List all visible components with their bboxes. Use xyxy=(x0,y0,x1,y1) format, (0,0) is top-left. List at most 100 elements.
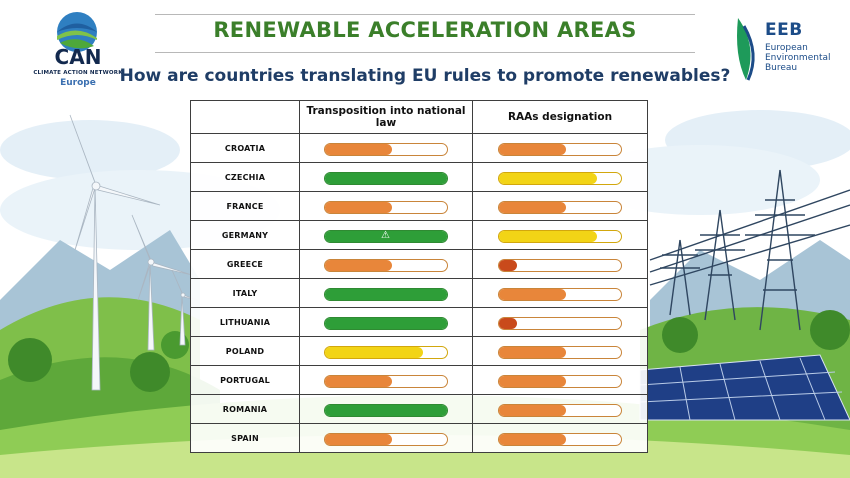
transposition-cell xyxy=(299,249,473,279)
designation-status-bar xyxy=(498,171,622,185)
transposition-status-bar xyxy=(324,374,448,388)
transposition-status-fill xyxy=(325,230,447,242)
designation-status-bar xyxy=(498,142,622,156)
column-header-transposition: Transposition into national law xyxy=(299,100,473,134)
transposition-cell xyxy=(299,336,473,366)
page-title: RENEWABLE ACCELERATION AREAS xyxy=(213,18,637,42)
transposition-cell xyxy=(299,191,473,221)
designation-status-bar xyxy=(498,345,622,359)
designation-status-bar xyxy=(498,316,622,330)
designation-status-fill xyxy=(499,201,567,213)
designation-status-fill xyxy=(499,143,567,155)
transposition-status-bar xyxy=(324,142,448,156)
title-rule-bottom xyxy=(155,52,695,53)
designation-cell xyxy=(472,394,648,424)
mountains xyxy=(650,240,850,330)
transposition-status-fill xyxy=(325,201,393,213)
designation-cell xyxy=(472,336,648,366)
table-row: GREECE xyxy=(190,249,648,279)
designation-status-fill xyxy=(499,172,597,184)
can-logo-region: Europe xyxy=(60,78,96,88)
designation-status-fill xyxy=(499,230,597,242)
table-row: PORTUGAL xyxy=(190,365,648,395)
country-label: POLAND xyxy=(190,336,300,366)
can-logo-text: CAN xyxy=(54,45,102,69)
eeb-logo-line: Environmental xyxy=(765,53,831,63)
designation-cell xyxy=(472,307,648,337)
table-row: SPAIN xyxy=(190,423,648,453)
transposition-cell: ⚠ xyxy=(299,220,473,250)
designation-status-fill xyxy=(499,288,567,300)
transposition-cell xyxy=(299,307,473,337)
column-header-designation: RAAs designation xyxy=(472,100,648,134)
tree xyxy=(810,310,850,350)
table-header-row: Transposition into national law RAAs des… xyxy=(190,100,648,134)
designation-cell xyxy=(472,162,648,192)
designation-cell xyxy=(472,191,648,221)
transposition-status-bar xyxy=(324,316,448,330)
designation-cell xyxy=(472,365,648,395)
wind-turbine xyxy=(131,214,193,351)
transposition-status-fill xyxy=(325,143,393,155)
transposition-status-bar xyxy=(324,287,448,301)
eeb-logo-line: European xyxy=(765,43,808,53)
transposition-status-fill xyxy=(325,317,447,329)
designation-status-bar xyxy=(498,403,622,417)
designation-cell xyxy=(472,423,648,453)
transposition-status-bar xyxy=(324,403,448,417)
country-label: ITALY xyxy=(190,278,300,308)
transposition-cell xyxy=(299,162,473,192)
power-pylon xyxy=(649,169,850,331)
transposition-status-bar xyxy=(324,345,448,359)
can-logo-subtext: CLIMATE ACTION NETWORK xyxy=(33,70,123,76)
country-label: LITHUANIA xyxy=(190,307,300,337)
table-body: CROATIA CZECHIA FRANCE GERMANY ⚠ GREECE ITALY L… xyxy=(190,133,648,453)
designation-cell xyxy=(472,278,648,308)
transposition-cell xyxy=(299,423,473,453)
designation-status-fill xyxy=(499,259,518,271)
transposition-cell xyxy=(299,278,473,308)
designation-status-bar xyxy=(498,200,622,214)
country-label: SPAIN xyxy=(190,423,300,453)
designation-status-bar xyxy=(498,287,622,301)
designation-status-bar xyxy=(498,374,622,388)
wind-turbine xyxy=(69,114,161,391)
table-row: LITHUANIA xyxy=(190,307,648,337)
transposition-status-fill xyxy=(325,433,393,445)
designation-status-fill xyxy=(499,346,567,358)
designation-cell xyxy=(472,133,648,163)
transposition-status-bar: ⚠ xyxy=(324,229,448,243)
transposition-cell xyxy=(299,133,473,163)
title-rule-top xyxy=(155,14,695,15)
transposition-cell xyxy=(299,394,473,424)
country-status-table: Transposition into national law RAAs des… xyxy=(190,100,648,453)
table-row: GERMANY ⚠ xyxy=(190,220,648,250)
table-row: FRANCE xyxy=(190,191,648,221)
designation-cell xyxy=(472,249,648,279)
country-label: CROATIA xyxy=(190,133,300,163)
transposition-status-fill xyxy=(325,404,447,416)
transposition-status-bar xyxy=(324,171,448,185)
designation-status-fill xyxy=(499,375,567,387)
tree xyxy=(8,338,52,382)
cloud xyxy=(0,120,180,180)
designation-cell xyxy=(472,220,648,250)
designation-status-bar xyxy=(498,432,622,446)
designation-status-bar xyxy=(498,229,622,243)
can-europe-logo xyxy=(57,12,97,52)
transposition-status-fill xyxy=(325,288,447,300)
tree xyxy=(130,352,170,392)
table-row: ROMANIA xyxy=(190,394,648,424)
transposition-status-fill xyxy=(325,375,393,387)
transposition-status-bar xyxy=(324,432,448,446)
designation-status-bar xyxy=(498,258,622,272)
transposition-cell xyxy=(299,365,473,395)
designation-status-fill xyxy=(499,433,567,445)
eeb-logo-acronym: EEB xyxy=(765,20,803,40)
transposition-status-bar xyxy=(324,200,448,214)
designation-status-fill xyxy=(499,317,518,329)
country-label: GREECE xyxy=(190,249,300,279)
country-label: GERMANY xyxy=(190,220,300,250)
transposition-status-fill xyxy=(325,172,447,184)
tree xyxy=(662,317,698,353)
